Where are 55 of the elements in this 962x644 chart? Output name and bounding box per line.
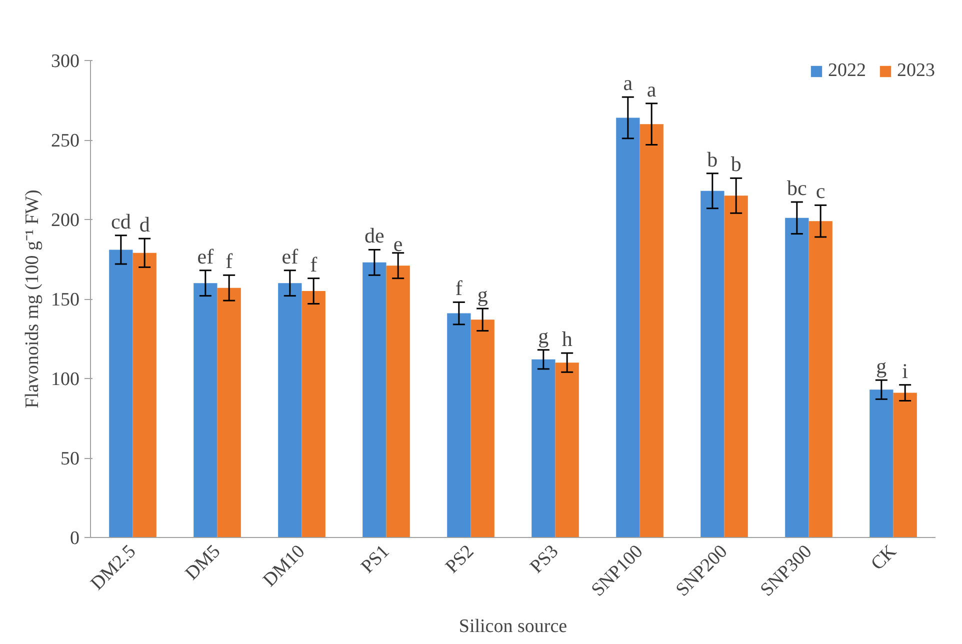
bar bbox=[278, 283, 302, 538]
annotation: de bbox=[364, 224, 384, 248]
bar bbox=[362, 262, 386, 538]
y-tick-label: 150 bbox=[51, 290, 80, 310]
bar bbox=[616, 118, 640, 538]
legend-label: 2023 bbox=[897, 60, 935, 82]
annotation: ef bbox=[197, 244, 214, 268]
bar bbox=[532, 359, 556, 538]
annotation: g bbox=[538, 324, 550, 348]
annotation: b bbox=[707, 147, 718, 172]
annotation: b bbox=[730, 152, 742, 176]
annotation: g bbox=[477, 282, 488, 307]
bar bbox=[470, 320, 494, 538]
annotation: f bbox=[226, 249, 233, 274]
bar bbox=[386, 266, 410, 538]
annotation: h bbox=[562, 327, 573, 352]
x-tick-label: CK bbox=[867, 540, 901, 575]
annotation: e bbox=[393, 232, 403, 256]
annotation: ef bbox=[282, 244, 298, 268]
annotation: c bbox=[816, 179, 826, 204]
annotation: g bbox=[876, 354, 888, 378]
y-tick-label: 50 bbox=[60, 448, 80, 470]
bar bbox=[640, 124, 664, 538]
annotation: bc bbox=[787, 176, 807, 200]
bar bbox=[194, 283, 218, 538]
bar bbox=[132, 252, 156, 538]
annotation: i bbox=[902, 358, 908, 383]
annotation: f bbox=[455, 276, 462, 300]
y-tick-label: 300 bbox=[51, 51, 80, 72]
bar bbox=[302, 291, 326, 538]
y-tick-label: 200 bbox=[51, 210, 80, 231]
bar bbox=[785, 218, 809, 538]
bar bbox=[870, 390, 894, 538]
bar bbox=[700, 190, 724, 538]
bar bbox=[447, 313, 471, 538]
annotation: d bbox=[139, 212, 150, 237]
annotation: f bbox=[310, 252, 318, 276]
annotation: a bbox=[623, 71, 634, 96]
legend-label: 2022 bbox=[828, 60, 866, 82]
y-tick-label: 100 bbox=[51, 369, 80, 390]
bar bbox=[555, 362, 579, 538]
bar bbox=[808, 221, 832, 538]
bar bbox=[109, 250, 133, 538]
bar bbox=[893, 392, 917, 538]
y-axis-title: Flavonoids mg (100 g⁻¹ FW) bbox=[22, 190, 43, 408]
x-tick-label: PS3 bbox=[526, 541, 563, 578]
y-tick-label: 0 bbox=[70, 528, 80, 549]
bar bbox=[217, 288, 241, 538]
bar bbox=[724, 196, 748, 538]
x-axis-title: Silicon source bbox=[458, 616, 568, 638]
x-tick-label: PS1 bbox=[357, 541, 394, 578]
x-tick-label: PS2 bbox=[442, 541, 478, 578]
annotation: a bbox=[646, 77, 657, 102]
annotation: cd bbox=[111, 209, 132, 234]
y-tick-label: 250 bbox=[51, 130, 80, 152]
